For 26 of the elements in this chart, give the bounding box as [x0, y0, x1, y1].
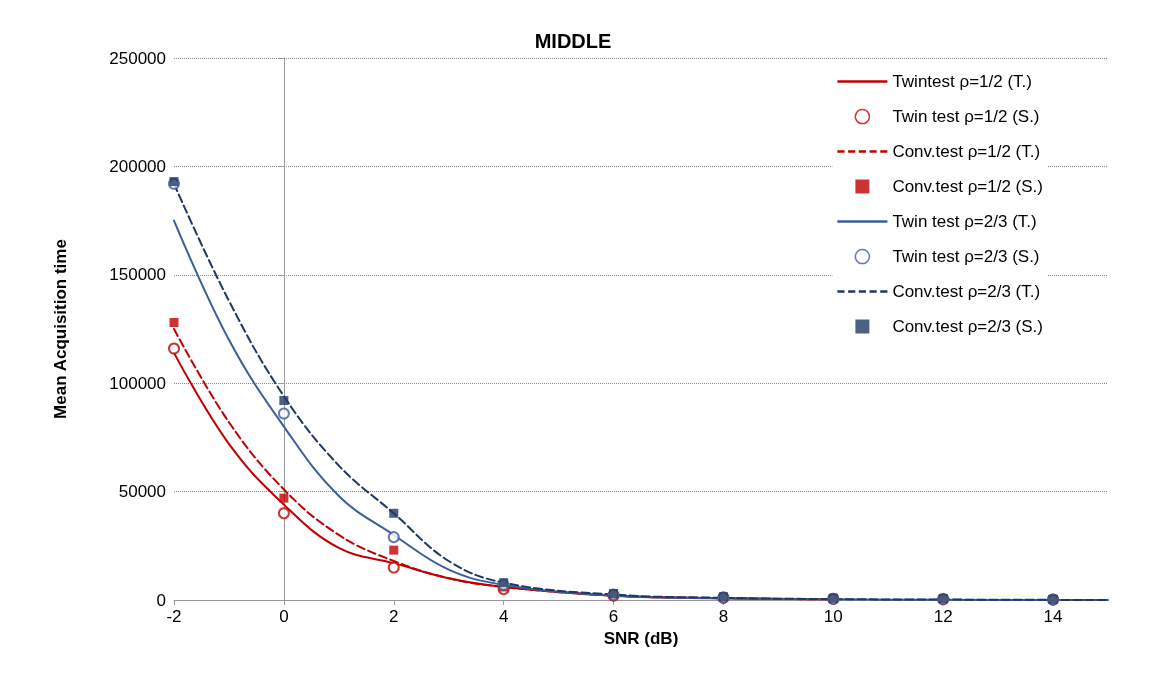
legend-label: Conv.test ρ=1/2 (S.) [892, 177, 1043, 196]
x-tick-label: 6 [608, 607, 619, 626]
legend-label: Conv.test ρ=2/3 (T.) [892, 282, 1041, 301]
legend-label: Conv.test ρ=1/2 (T.) [892, 142, 1041, 161]
y-tick-label: 0 [156, 590, 166, 610]
x-tick-label: 0 [279, 607, 289, 626]
y-tick-label: 150000 [109, 265, 166, 285]
legend-label: Twin test ρ=2/3 (T.) [892, 212, 1037, 231]
x-tick-label: -2 [166, 607, 182, 626]
x-tick-label: 2 [389, 607, 399, 626]
x-axis-title: SNR (dB) [603, 629, 679, 648]
legend-label: Twin test ρ=2/3 (S.) [892, 247, 1040, 266]
x-tick-label: 8 [718, 607, 729, 626]
y-axis-title: Mean Acquisition time [51, 239, 70, 419]
x-tick-label: 12 [933, 607, 953, 626]
chart-title: MIDDLE [534, 30, 612, 52]
x-tick-label: 14 [1043, 607, 1063, 626]
y-tick-label: 200000 [109, 156, 166, 176]
legend-label: Twin test ρ=1/2 (S.) [892, 107, 1040, 126]
x-tick-label: 10 [823, 607, 843, 626]
y-tick-label: 100000 [109, 373, 166, 393]
y-tick-label: 50000 [118, 482, 166, 502]
legend-label: Twintest ρ=1/2 (T.) [892, 72, 1032, 91]
legend-label: Conv.test ρ=2/3 (S.) [892, 317, 1043, 336]
x-tick-label: 4 [498, 607, 509, 626]
y-tick-label: 250000 [109, 48, 166, 68]
